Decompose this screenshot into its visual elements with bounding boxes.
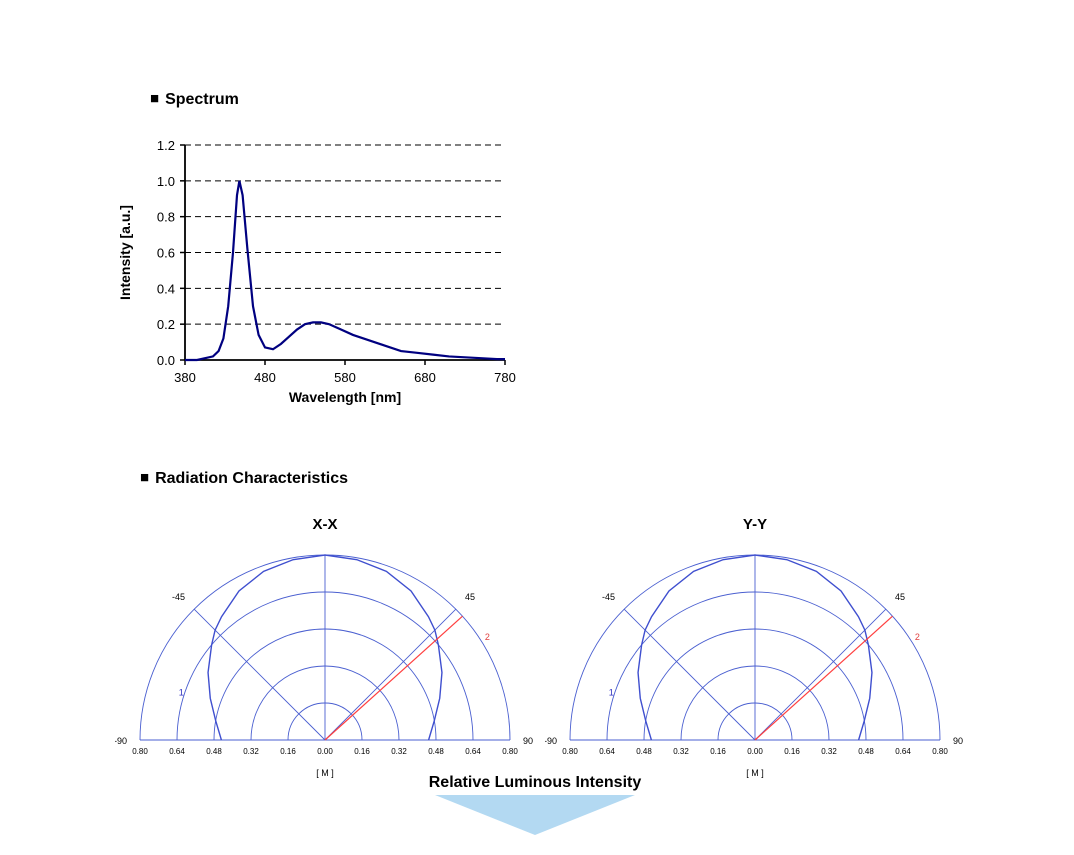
polar-right-chart: -90 -45 0 45 90 0.00 0.16 0.16 0.32 0.32 0.48 0.48 0…: [545, 540, 965, 770]
polar-left-chart: -90 -45 0 45 90 0.00 0.16 0.16 0.32 0.32 0.48 0.48 0…: [115, 540, 535, 770]
svg-text:0.80: 0.80: [562, 747, 578, 756]
polar-right-scale-label: [ M ]: [695, 768, 815, 778]
svg-text:0.48: 0.48: [858, 747, 874, 756]
svg-text:0.80: 0.80: [502, 747, 518, 756]
polar-left-title: X-X: [305, 516, 345, 533]
svg-text:90: 90: [953, 736, 963, 746]
svg-text:1: 1: [179, 687, 184, 697]
spectrum-heading: Spectrum: [150, 90, 239, 109]
svg-text:0.32: 0.32: [391, 747, 407, 756]
svg-text:0.80: 0.80: [132, 747, 148, 756]
svg-text:0.32: 0.32: [821, 747, 837, 756]
svg-text:0.64: 0.64: [599, 747, 615, 756]
svg-text:-90: -90: [545, 736, 557, 746]
svg-text:0.80: 0.80: [932, 747, 948, 756]
svg-text:-45: -45: [172, 592, 185, 602]
svg-text:0.16: 0.16: [784, 747, 800, 756]
svg-text:780: 780: [494, 370, 516, 385]
svg-text:0.16: 0.16: [710, 747, 726, 756]
decorative-triangle: [435, 795, 635, 855]
svg-text:0: 0: [322, 540, 327, 542]
svg-text:0.64: 0.64: [895, 747, 911, 756]
svg-text:90: 90: [523, 736, 533, 746]
svg-text:2: 2: [485, 632, 490, 642]
svg-text:-45: -45: [602, 592, 615, 602]
svg-text:0.32: 0.32: [673, 747, 689, 756]
svg-text:45: 45: [895, 592, 905, 602]
svg-text:Wavelength [nm]: Wavelength [nm]: [289, 389, 401, 405]
svg-text:0.48: 0.48: [206, 747, 222, 756]
svg-text:0.64: 0.64: [465, 747, 481, 756]
svg-text:45: 45: [465, 592, 475, 602]
svg-text:0.4: 0.4: [157, 281, 175, 296]
svg-text:0.16: 0.16: [280, 747, 296, 756]
svg-text:0.8: 0.8: [157, 210, 175, 225]
svg-text:0.2: 0.2: [157, 317, 175, 332]
svg-text:1.2: 1.2: [157, 138, 175, 153]
svg-text:680: 680: [414, 370, 436, 385]
svg-text:0.32: 0.32: [243, 747, 259, 756]
svg-text:580: 580: [334, 370, 356, 385]
svg-text:0.00: 0.00: [317, 747, 333, 756]
svg-text:1: 1: [609, 687, 614, 697]
svg-text:0.6: 0.6: [157, 246, 175, 261]
svg-text:480: 480: [254, 370, 276, 385]
page-root: Spectrum 0.0 0.2 0.4 0.6 0.8 1.0 1.2 380 480 580 6…: [0, 0, 1074, 834]
svg-text:0.48: 0.48: [428, 747, 444, 756]
svg-text:0.64: 0.64: [169, 747, 185, 756]
radiation-heading: Radiation Characteristics: [140, 469, 348, 488]
svg-text:380: 380: [174, 370, 196, 385]
polar-right-title: Y-Y: [735, 516, 775, 533]
svg-text:0: 0: [752, 540, 757, 542]
svg-text:0.16: 0.16: [354, 747, 370, 756]
svg-text:0.48: 0.48: [636, 747, 652, 756]
svg-text:-90: -90: [115, 736, 127, 746]
svg-text:0.00: 0.00: [747, 747, 763, 756]
polar-left-scale-label: [ M ]: [265, 768, 385, 778]
svg-text:1.0: 1.0: [157, 174, 175, 189]
svg-text:2: 2: [915, 632, 920, 642]
relative-luminous-intensity-label: Relative Luminous Intensity: [385, 774, 685, 792]
svg-text:0.0: 0.0: [157, 353, 175, 368]
svg-text:Intensity [a.u.]: Intensity [a.u.]: [117, 205, 133, 300]
spectrum-chart: 0.0 0.2 0.4 0.6 0.8 1.0 1.2 380 480 580 680 780 Wave…: [90, 120, 520, 420]
